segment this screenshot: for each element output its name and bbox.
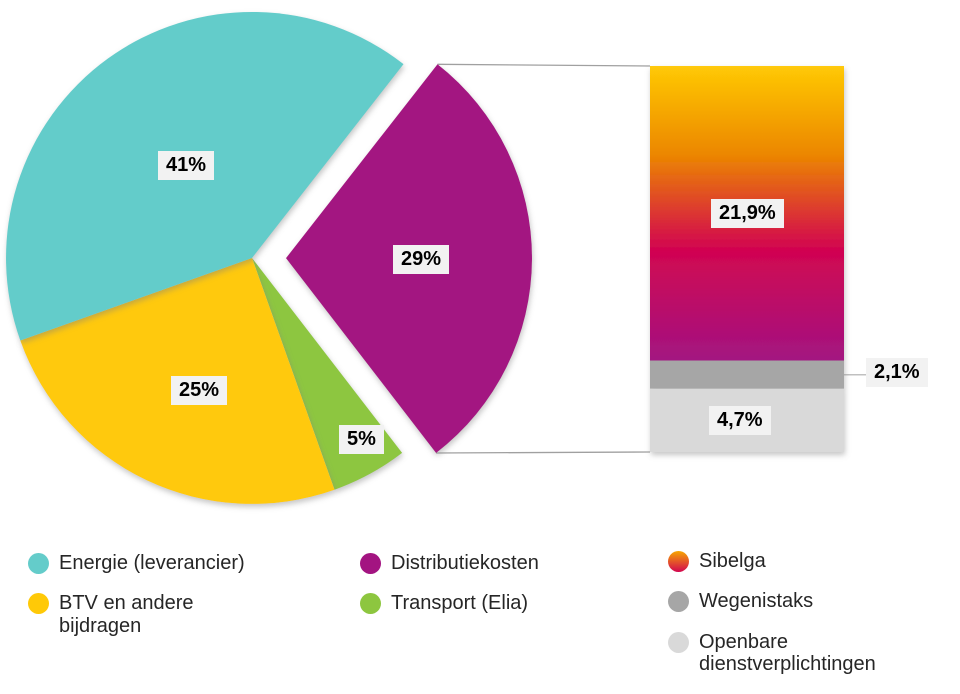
bar-label-sibelga: 21,9% <box>711 199 784 228</box>
legend-column-1: Energie (leverancier) BTV en andere bijd… <box>28 552 258 655</box>
legend-column-2: Distributiekosten Transport (Elia) <box>360 552 600 633</box>
legend-label-transport: Transport (Elia) <box>391 592 529 615</box>
legend-swatch-sibelga <box>668 551 689 572</box>
legend-item-btv: BTV en andere bijdragen <box>28 592 258 637</box>
legend-label-sibelga: Sibelga <box>699 550 766 572</box>
legend-swatch-wegenistaks <box>668 591 689 613</box>
bar-segment-wegenistaks <box>650 360 844 389</box>
legend-swatch-btv <box>28 593 49 615</box>
legend-swatch-energie <box>28 553 49 574</box>
legend-label-openbare: Openbare dienstverplichtingen <box>699 630 876 676</box>
legend-swatch-openbare <box>668 631 689 653</box>
pie-label-transport: 5% <box>339 425 384 454</box>
pie-label-energie: 41% <box>158 151 215 180</box>
legend-item-transport: Transport (Elia) <box>360 592 600 615</box>
legend-swatch-distributiekosten <box>360 553 381 574</box>
bar-of-pie-chart <box>6 11 872 504</box>
legend-item-energie: Energie (leverancier) <box>28 552 258 574</box>
breakdown-bar <box>650 66 844 452</box>
pie <box>6 11 532 504</box>
legend-label-distributiekosten: Distributiekosten <box>391 552 539 574</box>
pie-label-btv: 25% <box>171 376 228 405</box>
connector-line-top <box>437 63 651 67</box>
legend-label-btv: BTV en andere bijdragen <box>59 592 194 637</box>
bar-label-openbare: 4,7% <box>709 406 771 435</box>
bar-label-wegenistaks: 2,1% <box>866 358 928 387</box>
legend-swatch-transport <box>360 593 381 615</box>
legend-label-wegenistaks: Wegenistaks <box>699 590 814 613</box>
legend-item-sibelga: Sibelga <box>668 550 928 572</box>
legend-column-3: Sibelga Wegenistaks Openbare dienstverpl… <box>668 550 928 694</box>
legend-label-energie: Energie (leverancier) <box>59 552 245 574</box>
pie-label-distributiekosten: 29% <box>393 245 450 274</box>
legend-item-wegenistaks: Wegenistaks <box>668 590 928 613</box>
legend-item-openbare: Openbare dienstverplichtingen <box>668 631 928 676</box>
legend-item-distributiekosten: Distributiekosten <box>360 552 600 574</box>
connector-line-bottom <box>436 451 651 454</box>
